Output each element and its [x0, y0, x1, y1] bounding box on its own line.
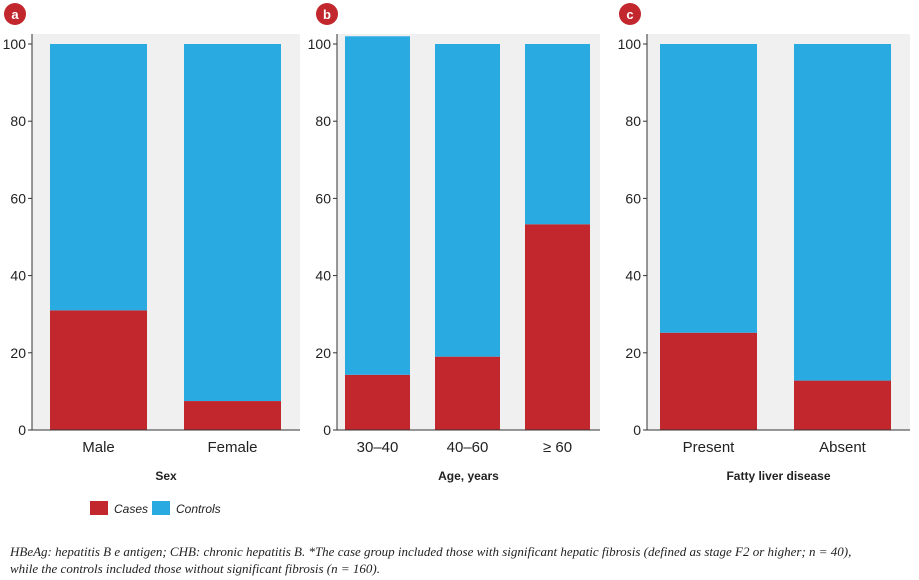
y-tick-label: 100	[3, 36, 27, 52]
footnote: HBeAg: hepatitis B e antigen; CHB: chron…	[10, 543, 910, 577]
bar-cases-1	[660, 332, 757, 430]
bar-controls-2	[794, 44, 891, 381]
bar-controls-2	[184, 44, 281, 402]
panel-c: Present Absent 0 20 40 60 80 100 Fatty liver dis…	[618, 3, 910, 483]
y-tick-label: 40	[10, 268, 26, 284]
category-label: 30–40	[357, 439, 399, 456]
legend-label-cases: Cases	[114, 502, 148, 516]
panel-badge-letter: c	[626, 7, 633, 22]
panel-badge	[316, 3, 338, 25]
bar-cases-2	[435, 356, 500, 430]
bar-cases-2	[794, 380, 891, 430]
category-label: ≥ 60	[543, 439, 572, 456]
y-tick-label: 80	[10, 113, 26, 129]
x-axis-label: Sex	[155, 469, 177, 483]
y-tick-label: 20	[315, 345, 331, 361]
figure: Male Female 0 20 40 60 80 100 Sex a 30–40 40–60 ≥ 60…	[3, 3, 910, 516]
y-tick-label: 80	[315, 113, 331, 129]
y-tick-label: 60	[625, 190, 641, 206]
legend-swatch-controls	[152, 501, 170, 515]
panel-a: Male Female 0 20 40 60 80 100 Sex a	[3, 3, 300, 483]
panel-badge	[4, 3, 26, 25]
y-tick-label: 60	[10, 190, 26, 206]
y-tick-label: 40	[315, 268, 331, 284]
y-tick-label: 80	[625, 113, 641, 129]
y-tick-label: 0	[633, 422, 641, 438]
bar-controls-1	[50, 44, 147, 311]
bar-cases-1	[50, 310, 147, 430]
footnote-line-1: HBeAg: hepatitis B e antigen; CHB: chron…	[10, 544, 852, 559]
bar-controls-1	[345, 36, 410, 375]
bar-cases-2	[184, 401, 281, 430]
bar-controls-2	[435, 44, 500, 357]
y-tick-label: 100	[308, 36, 332, 52]
y-tick-label: 0	[18, 422, 26, 438]
legend-label-controls: Controls	[176, 502, 221, 516]
x-axis-label: Age, years	[438, 469, 499, 483]
panel-badge	[619, 3, 641, 25]
category-label: Male	[82, 439, 115, 456]
bar-controls-1	[660, 44, 757, 333]
bar-cases-1	[345, 374, 410, 430]
y-tick-label: 0	[323, 422, 331, 438]
y-tick-label: 20	[625, 345, 641, 361]
x-axis-label: Fatty liver disease	[726, 469, 830, 483]
footnote-line-2: while the controls included those withou…	[10, 561, 380, 576]
bar-cases-3	[525, 224, 590, 430]
panel-badge-letter: b	[323, 7, 331, 22]
category-label: Present	[683, 439, 736, 456]
legend: Cases Controls	[90, 501, 221, 516]
y-tick-label: 100	[618, 36, 642, 52]
bar-controls-3	[525, 44, 590, 225]
legend-swatch-cases	[90, 501, 108, 515]
panel-b: 30–40 40–60 ≥ 60 0 20 40 60 80 100 Age, years b	[308, 3, 600, 483]
y-tick-label: 20	[10, 345, 26, 361]
y-tick-label: 40	[625, 268, 641, 284]
panel-badge-letter: a	[11, 7, 19, 22]
y-tick-label: 60	[315, 190, 331, 206]
category-label: Absent	[819, 439, 867, 456]
category-label: 40–60	[447, 439, 489, 456]
category-label: Female	[207, 439, 257, 456]
